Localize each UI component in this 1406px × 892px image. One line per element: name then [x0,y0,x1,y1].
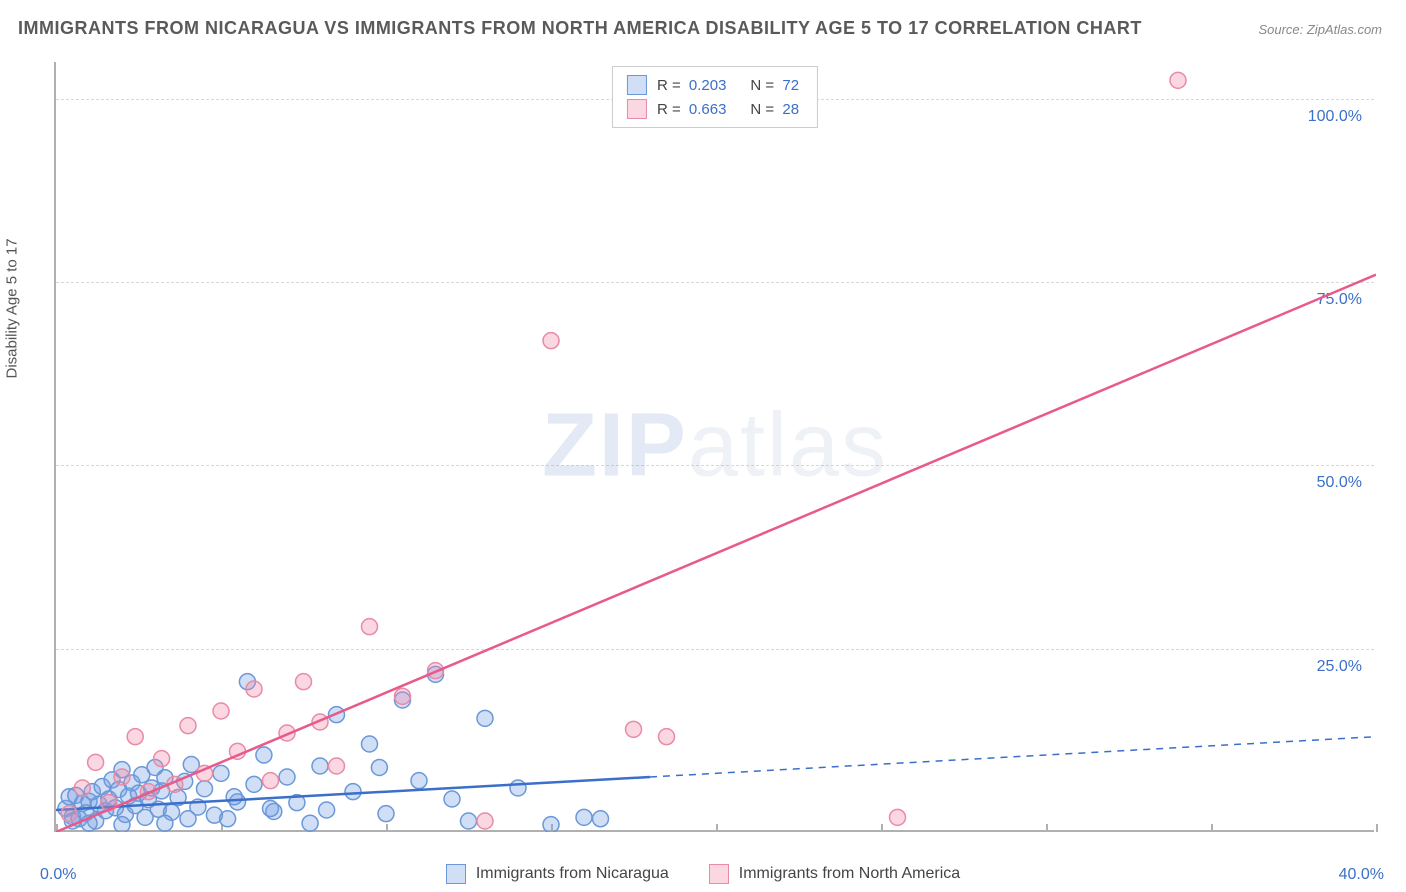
chart-title: IMMIGRANTS FROM NICARAGUA VS IMMIGRANTS … [18,18,1142,39]
data-point [1170,72,1186,88]
data-point [154,751,170,767]
data-point [510,780,526,796]
legend-swatch [709,864,729,884]
trend-line-dashed [650,737,1376,777]
data-point [246,776,262,792]
legend-swatch [627,75,647,95]
data-point [127,729,143,745]
data-point [461,813,477,829]
trend-line [56,275,1376,832]
series-legend: Immigrants from Nicaragua Immigrants from… [0,864,1406,884]
legend-swatch [446,864,466,884]
legend-stat-row: R = 0.203N = 72 [627,73,803,97]
data-point [226,789,242,805]
data-point [256,747,272,763]
chart-svg [56,62,1376,832]
legend-swatch [627,99,647,119]
data-point [279,769,295,785]
data-point [61,806,77,822]
data-point [890,809,906,825]
data-point [180,811,196,827]
data-point [362,619,378,635]
data-point [296,674,312,690]
data-point [246,681,262,697]
chart-container: ZIPatlas R = 0.203N = 72R = 0.663N = 28 … [54,62,1374,832]
y-axis-label: Disability Age 5 to 17 [4,238,21,378]
data-point [477,813,493,829]
data-point [626,721,642,737]
legend-series-label: Immigrants from North America [739,865,960,883]
data-point [157,815,173,831]
data-point [395,688,411,704]
correlation-legend: R = 0.203N = 72R = 0.663N = 28 [612,66,818,128]
data-point [593,811,609,827]
data-point [411,773,427,789]
data-point [197,781,213,797]
data-point [329,758,345,774]
plot-area: ZIPatlas R = 0.203N = 72R = 0.663N = 28 … [54,62,1374,832]
data-point [362,736,378,752]
data-point [543,333,559,349]
data-point [213,703,229,719]
legend-stat-row: R = 0.663N = 28 [627,97,803,121]
data-point [74,780,90,796]
data-point [345,784,361,800]
data-point [319,802,335,818]
data-point [180,718,196,734]
data-point [213,765,229,781]
x-tick [1376,824,1378,832]
legend-series-item: Immigrants from North America [709,864,960,884]
legend-series-label: Immigrants from Nicaragua [476,865,669,883]
data-point [378,806,394,822]
legend-series-item: Immigrants from Nicaragua [446,864,669,884]
data-point [114,817,130,832]
data-point [114,769,130,785]
data-point [263,773,279,789]
source-attribution: Source: ZipAtlas.com [1258,22,1382,37]
data-point [220,811,236,827]
data-point [371,759,387,775]
data-point [477,710,493,726]
data-point [576,809,592,825]
data-point [88,754,104,770]
data-point [312,758,328,774]
data-point [263,801,279,817]
data-point [302,815,318,831]
data-point [543,817,559,832]
data-point [659,729,675,745]
data-point [444,791,460,807]
